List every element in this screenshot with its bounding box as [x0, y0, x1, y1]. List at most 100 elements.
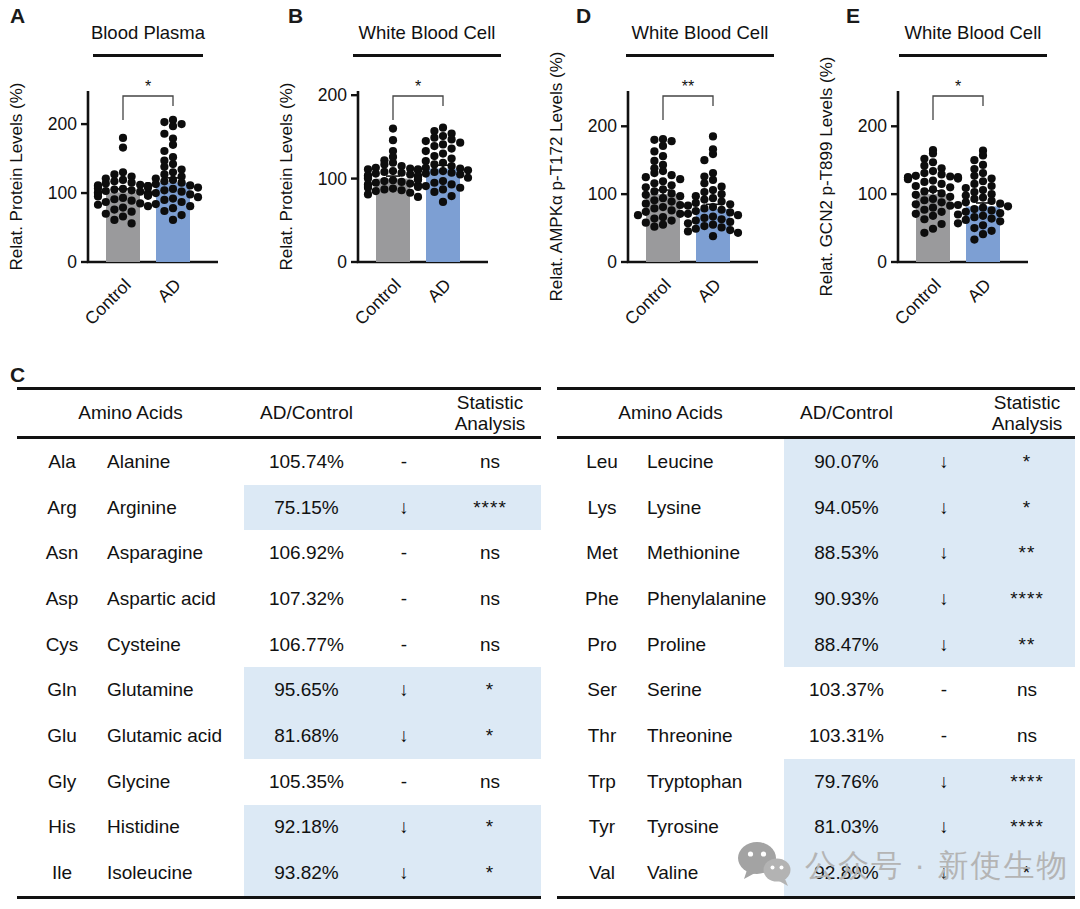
table-row-cys: CysCysteine106.77%-ns [17, 622, 541, 668]
data-point [979, 230, 987, 238]
data-point [634, 211, 642, 219]
data-point [110, 186, 118, 194]
data-point [119, 134, 127, 142]
result-zone: 88.47%↓** [784, 622, 1075, 668]
data-point [128, 208, 136, 216]
data-point [709, 221, 717, 229]
data-point [194, 183, 202, 191]
ratio-value: 103.31% [784, 713, 909, 759]
trend-arrow: ↓ [369, 667, 439, 713]
table-header-row: Amino AcidsAD/ControlStatisticAnalysis [17, 390, 541, 436]
data-point [389, 167, 397, 175]
stat-significance: **** [979, 805, 1075, 851]
trend-arrow: - [369, 439, 439, 485]
table-row-asn: AsnAsparagine106.92%-ns [17, 530, 541, 576]
trend-arrow: ↓ [909, 530, 979, 576]
data-point [709, 132, 717, 140]
table-row-thr: ThrThreonine103.31%-ns [557, 713, 1075, 759]
data-point [726, 218, 734, 226]
data-point [439, 132, 447, 140]
amino-abbr: Asp [17, 576, 107, 622]
amino-name: Glutamine [107, 667, 244, 713]
data-point [128, 197, 136, 205]
data-point [946, 172, 954, 180]
trend-arrow: ↓ [369, 850, 439, 896]
data-point [439, 185, 447, 193]
figure-page: ABlood PlasmaRelat. Protein Levels (%)01… [0, 0, 1080, 909]
data-point [169, 160, 177, 168]
data-point [119, 143, 127, 151]
data-point [650, 147, 658, 155]
x-tick-label-control: Control [621, 275, 675, 329]
y-tick-label: 0 [607, 252, 617, 272]
data-point [422, 137, 430, 145]
data-point [389, 184, 397, 192]
data-point [430, 168, 438, 176]
result-zone: 95.65%↓* [244, 667, 541, 713]
data-point [970, 213, 978, 221]
data-point [136, 199, 144, 207]
data-point [380, 177, 388, 185]
amino-name: Tyrosine [647, 805, 784, 851]
data-point [668, 171, 676, 179]
data-point [920, 162, 928, 170]
data-point [668, 217, 676, 225]
data-point [920, 178, 928, 186]
data-point [102, 179, 110, 187]
data-point [406, 179, 414, 187]
result-zone: 105.74%-ns [244, 439, 541, 485]
amino-abbr: Pro [557, 622, 647, 668]
header-ad-control: AD/Control [244, 402, 369, 424]
data-point [920, 215, 928, 223]
data-point [954, 201, 962, 209]
data-point [676, 210, 684, 218]
amino-name: Glutamic acid [107, 713, 244, 759]
data-point [430, 134, 438, 142]
result-zone: 105.35%-ns [244, 759, 541, 805]
bar-scatter-chart: Relat. Protein Levels (%)0100200ControlA… [270, 58, 540, 350]
stat-significance: ns [439, 622, 541, 668]
data-point [650, 136, 658, 144]
ratio-value: 75.15% [244, 485, 369, 531]
data-point [962, 208, 970, 216]
data-point [430, 152, 438, 160]
data-point [119, 203, 127, 211]
data-point [186, 190, 194, 198]
data-point [448, 154, 456, 162]
stat-significance: * [439, 667, 541, 713]
data-point [962, 216, 970, 224]
data-point [988, 227, 996, 235]
data-point [439, 149, 447, 157]
data-point [169, 141, 177, 149]
significance-stars: * [145, 78, 151, 95]
data-point [979, 169, 987, 177]
data-point [684, 210, 692, 218]
data-point [970, 180, 978, 188]
header-statistic-analysis: StatisticAnalysis [979, 392, 1075, 435]
amino-abbr: Ser [557, 667, 647, 713]
data-point [912, 191, 920, 199]
data-point [954, 219, 962, 227]
data-point [692, 207, 700, 215]
table-row-gly: GlyGlycine105.35%-ns [17, 759, 541, 805]
data-point [398, 186, 406, 194]
amino-abbr: Gln [17, 667, 107, 713]
stat-significance: ns [439, 759, 541, 805]
data-point [700, 214, 708, 222]
data-point [94, 192, 102, 200]
result-zone: 81.68%↓* [244, 713, 541, 759]
chart-panel-a: ABlood PlasmaRelat. Protein Levels (%)01… [0, 0, 270, 352]
data-point [979, 177, 987, 185]
data-point [650, 179, 658, 187]
y-axis-label: Relat. AMPKα p-T172 Levels (%) [547, 52, 566, 302]
data-point [904, 175, 912, 183]
amino-abbr: Phe [557, 576, 647, 622]
panel-title: White Blood Cell [312, 22, 542, 44]
title-underline [353, 54, 500, 57]
data-point [676, 175, 684, 183]
significance-bracket [663, 96, 713, 120]
trend-arrow: - [369, 622, 439, 668]
x-tick-label-control: Control [81, 275, 135, 329]
data-point [160, 163, 168, 171]
data-point [970, 195, 978, 203]
